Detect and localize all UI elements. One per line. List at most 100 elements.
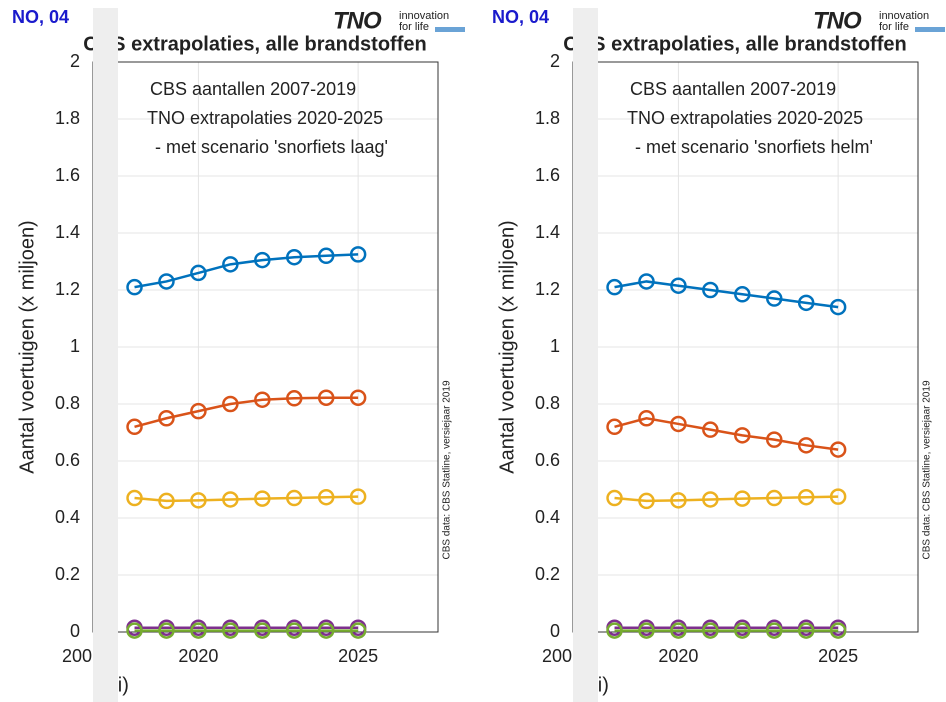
marker [829,298,847,316]
series-line [614,416,839,451]
y-tick-label: 1.2 [535,279,560,299]
marker [606,278,623,296]
marker [638,622,655,639]
chart-panel: 00.20.40.60.811.21.41.61.8220202025200ar… [12,7,465,702]
logo-bar [915,27,945,32]
annotation: - met scenario 'snorfiets helm' [630,137,873,157]
y-tick-label: 1.4 [535,222,560,242]
x-tick-label: 2020 [658,646,698,666]
y-tick-label: 0 [70,621,80,641]
y-tick-label: 0.6 [535,450,560,470]
marker [254,391,271,408]
marker [702,421,719,438]
marker [606,489,623,507]
marker [702,622,719,639]
marker [797,294,815,312]
source-note: CBS data: CBS Statline, versiejaar 2019 [922,380,933,559]
marker [190,264,207,282]
marker [734,286,751,303]
logo: TNO [333,7,382,34]
logo-tagline: innovation [879,10,929,22]
title: CBS extrapolaties, alle brandstoffen [83,33,426,55]
marker [670,492,687,509]
marker [126,418,143,436]
x-tick-label: 2025 [818,646,858,666]
marker [158,273,175,290]
chart-panel: 00.20.40.60.811.21.41.61.8220202025200ar… [492,7,945,702]
marker [766,489,783,507]
marker [254,622,271,639]
marker [222,395,239,413]
marker [797,437,815,454]
logo-tagline: innovation [399,10,449,22]
y-tick-label: 1.6 [55,165,80,185]
title: CBS extrapolaties, alle brandstoffen [563,33,906,55]
marker [126,278,143,296]
marker [766,290,783,307]
marker [670,277,687,294]
marker [158,410,175,427]
y-tick-label: 2 [70,51,80,71]
y-tick-label: 0.2 [535,564,560,584]
logo-tagline: for life [879,21,909,33]
marker [286,390,303,407]
marker [126,622,143,639]
title-fragment: NO, 04 [12,7,69,27]
marker [190,492,207,509]
marker [734,490,751,507]
annotation: TNO extrapolaties 2020-2025 [627,108,863,128]
marker [190,622,207,639]
y-tick-label: 0.6 [55,450,80,470]
overlay-bar [93,8,118,702]
x-tick-label: 2025 [338,646,378,666]
marker [349,246,367,263]
y-tick-label: 1.4 [55,222,80,242]
marker [766,431,783,448]
series-line [134,396,359,429]
marker [317,389,335,406]
annotation: CBS aantallen 2007-2019 [150,79,356,99]
marker [702,281,719,299]
series-line [614,280,839,309]
y-tick-label: 0.8 [55,393,80,413]
y-axis-label: Aantal voertuigen (x miljoen) [496,220,518,473]
marker [670,622,687,639]
y-axis-label: Aantal voertuigen (x miljoen) [16,220,38,473]
y-tick-label: 0 [550,621,560,641]
y-tick-label: 1 [70,336,80,356]
marker [317,247,335,265]
logo-bar [435,27,465,32]
marker [797,622,815,639]
annotation: - met scenario 'snorfiets laag' [150,137,388,157]
source-note: CBS data: CBS Statline, versiejaar 2019 [442,380,453,559]
marker [317,622,335,639]
marker [158,492,175,510]
x-tick-label-fragment: 200 [62,646,92,666]
marker [254,251,271,269]
marker [190,402,207,420]
marker [286,622,303,639]
marker [638,492,655,510]
y-tick-label: 0.4 [535,507,560,527]
marker [349,488,367,505]
series-line [134,253,359,289]
marker [797,488,815,506]
y-tick-label: 1.8 [55,108,80,128]
y-tick-label: 1.8 [535,108,560,128]
series-line [614,495,839,503]
series-line [134,495,359,503]
y-tick-label: 0.2 [55,564,80,584]
marker [638,273,655,290]
logo-tagline: for life [399,21,429,33]
y-tick-label: 0.8 [535,393,560,413]
overlay-bar [573,8,598,702]
marker [829,622,847,639]
marker [222,622,239,639]
title-fragment: NO, 04 [492,7,549,27]
marker [254,490,271,507]
marker [670,415,687,433]
marker [158,622,175,639]
marker [126,489,143,507]
